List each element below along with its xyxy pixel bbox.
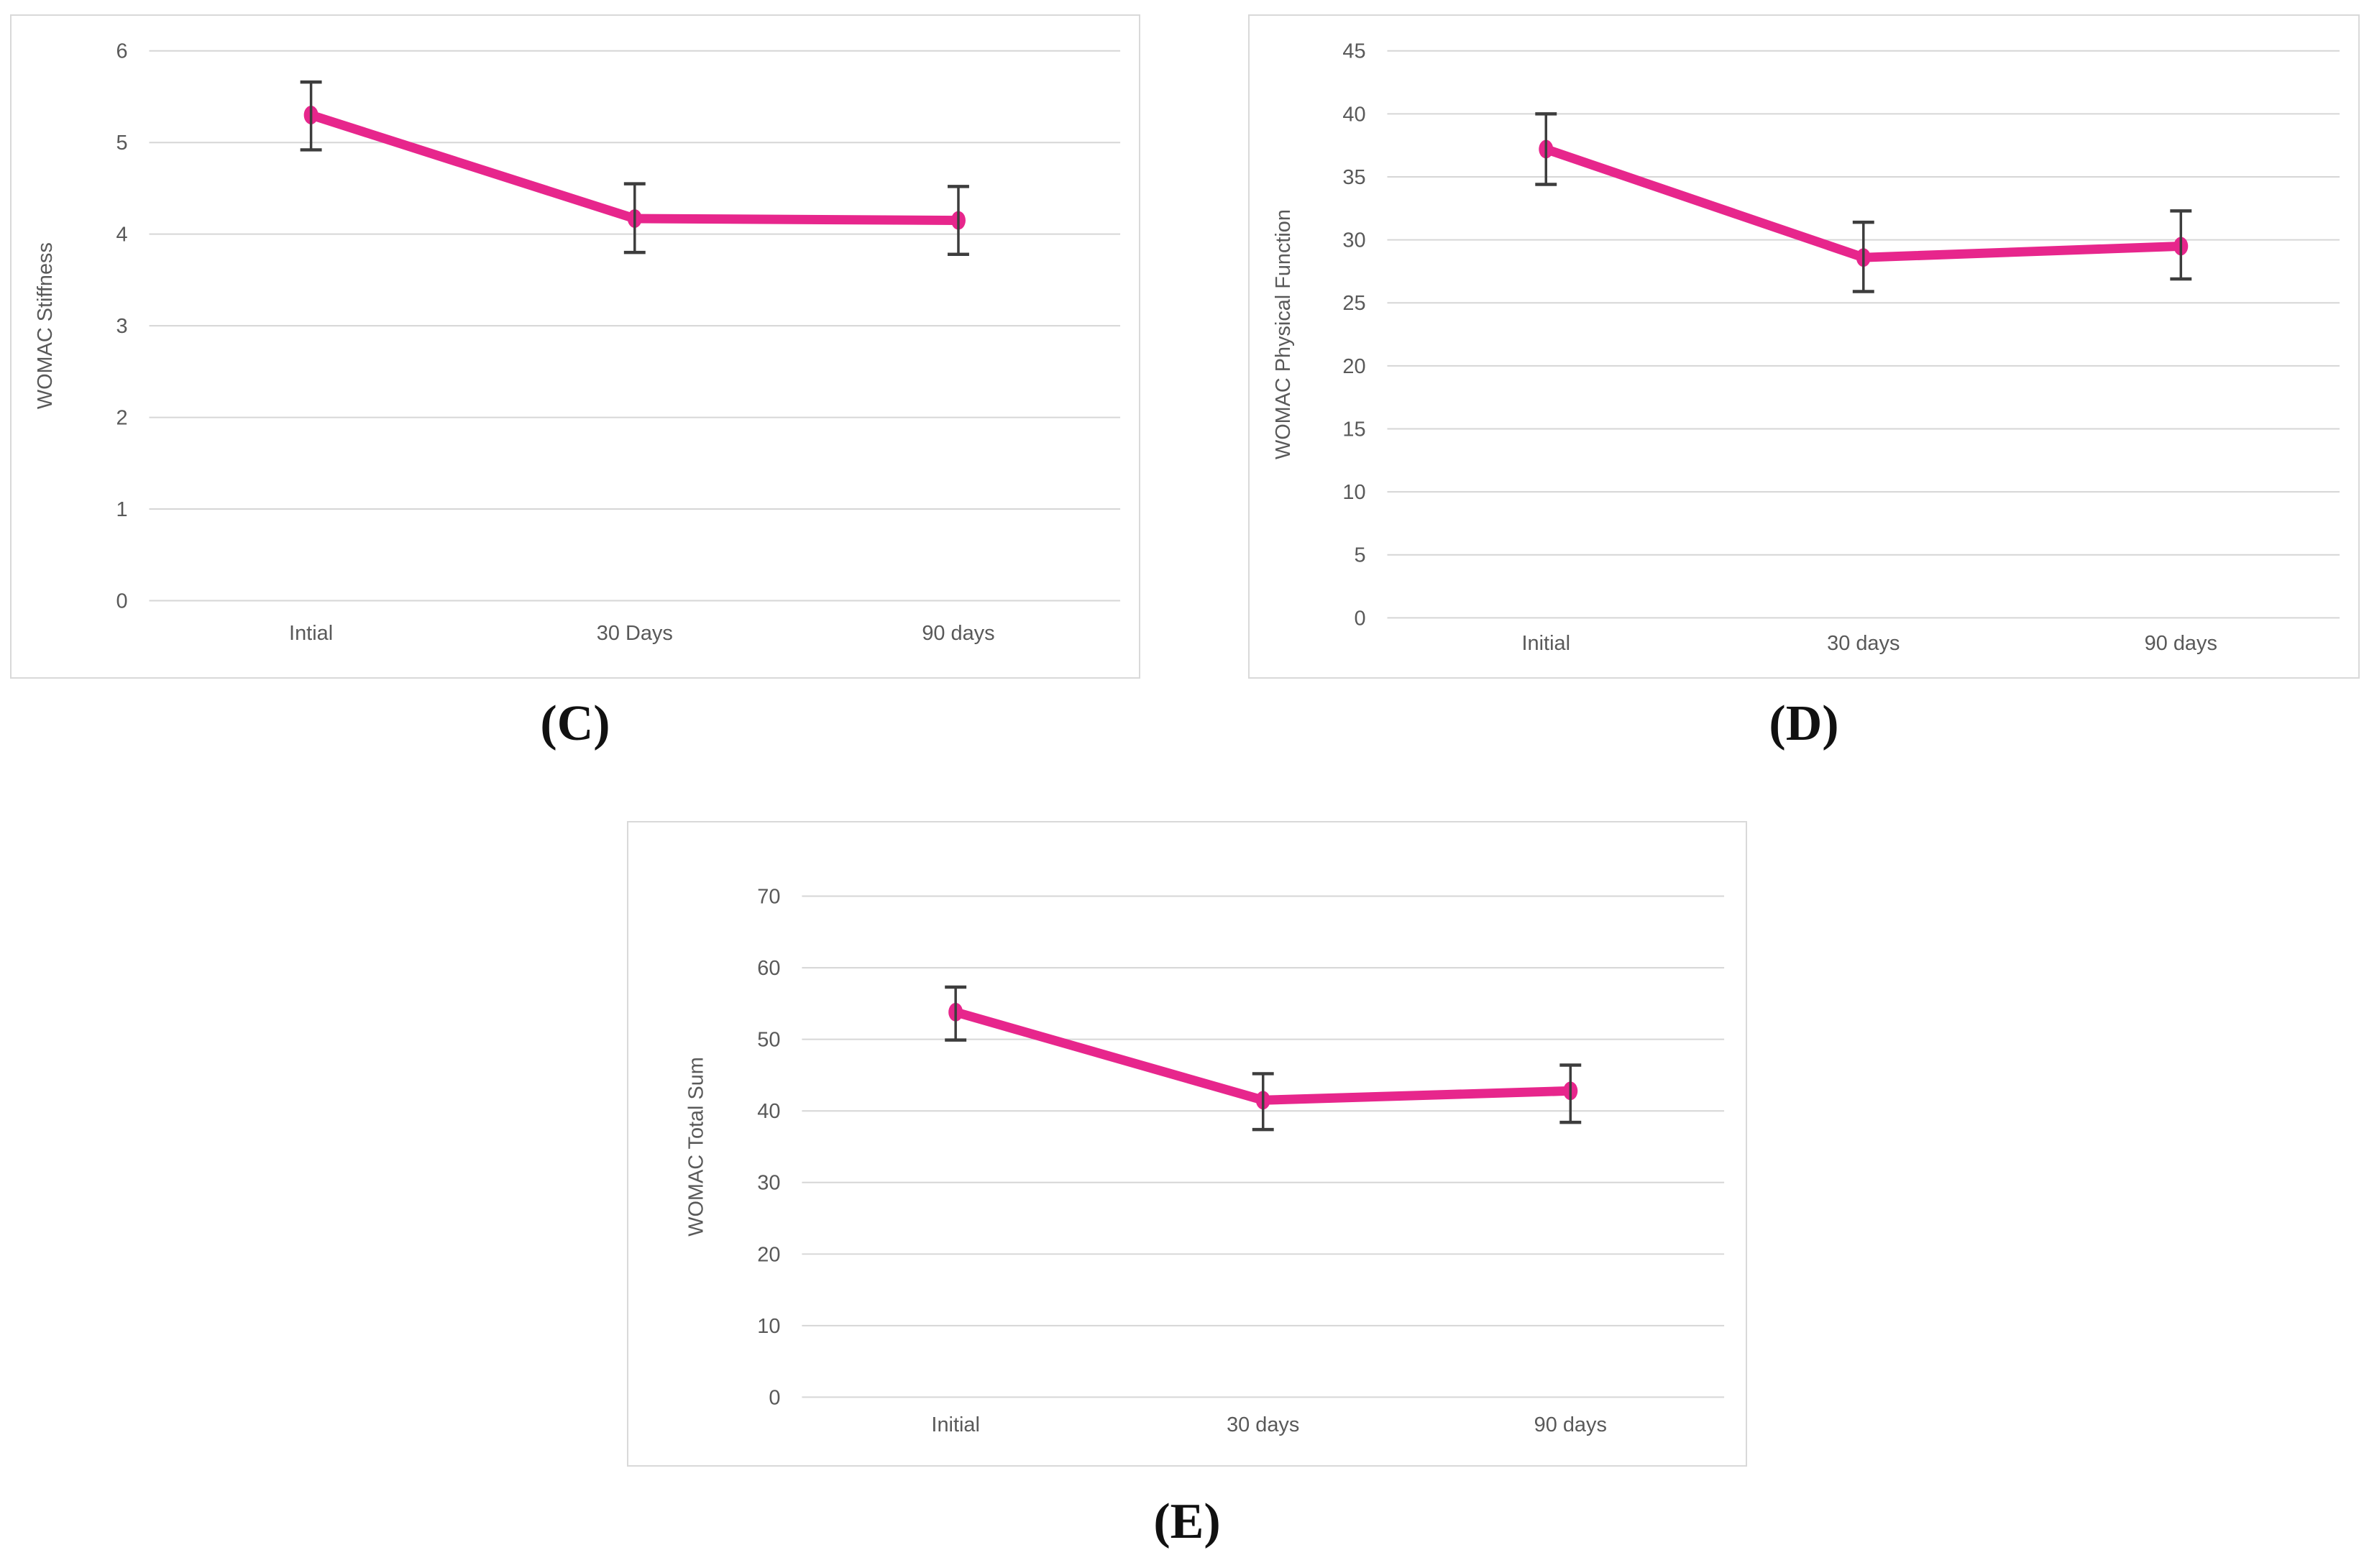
y-axis-title: WOMAC Stiffness bbox=[34, 242, 57, 409]
y-tick-label: 5 bbox=[1355, 544, 1366, 567]
x-tick-label: 90 days bbox=[1534, 1413, 1607, 1436]
y-tick-label: 0 bbox=[769, 1386, 780, 1409]
x-tick-label: 90 days bbox=[2145, 632, 2217, 655]
chart-panel-womac-total-sum: 0 10 20 30 40 50 60 70 Initial 30 days 90 days WOMA… bbox=[627, 821, 1747, 1467]
y-tick-label: 70 bbox=[757, 886, 780, 909]
x-tick-label: Intial bbox=[289, 622, 333, 645]
y-tick-label: 15 bbox=[1342, 418, 1365, 441]
y-tick-label: 10 bbox=[757, 1315, 780, 1338]
y-tick-label: 60 bbox=[757, 957, 780, 980]
x-tick-label: 30 days bbox=[1827, 632, 1900, 655]
y-tick-label: 35 bbox=[1342, 166, 1365, 189]
x-tick-label: 30 days bbox=[1227, 1413, 1299, 1436]
womac-physical-function-chart: 0 5 10 15 20 25 30 35 40 45 Initial 30 days 90 days W… bbox=[1272, 40, 2340, 655]
y-tick-label: 1 bbox=[116, 498, 127, 521]
chart-panel-womac-physical-function: 0 5 10 15 20 25 30 35 40 45 Initial 30 days 90 days W… bbox=[1248, 14, 2360, 679]
y-tick-label: 30 bbox=[1342, 229, 1365, 252]
y-tick-label: 10 bbox=[1342, 481, 1365, 504]
y-tick-label: 6 bbox=[116, 40, 127, 63]
y-tick-label: 25 bbox=[1342, 292, 1365, 315]
caption-panel-e: (E) bbox=[1153, 1494, 1221, 1549]
y-tick-label: 3 bbox=[116, 315, 127, 338]
y-tick-label: 50 bbox=[757, 1029, 780, 1052]
x-tick-label: 30 Days bbox=[597, 622, 673, 645]
y-tick-label: 0 bbox=[116, 590, 127, 613]
caption-panel-d: (D) bbox=[1769, 696, 1839, 751]
y-tick-label: 40 bbox=[757, 1100, 780, 1123]
womac-total-sum-chart: 0 10 20 30 40 50 60 70 Initial 30 days 90 days WOMA… bbox=[685, 886, 1725, 1436]
y-tick-label: 4 bbox=[116, 224, 127, 247]
y-tick-label: 20 bbox=[1342, 355, 1365, 378]
x-tick-label: Initial bbox=[931, 1413, 979, 1436]
chart-panel-womac-stiffness: 0 1 2 3 4 5 6 Intial 30 Days 90 days WOMAC Stiffne… bbox=[10, 14, 1140, 679]
y-tick-label: 30 bbox=[757, 1172, 780, 1195]
y-tick-label: 20 bbox=[757, 1243, 780, 1266]
caption-panel-c: (C) bbox=[540, 696, 610, 751]
womac-stiffness-chart: 0 1 2 3 4 5 6 Intial 30 Days 90 days WOMAC Stiffne… bbox=[34, 40, 1121, 645]
y-tick-label: 45 bbox=[1342, 40, 1365, 63]
y-axis-title: WOMAC Total Sum bbox=[685, 1057, 708, 1237]
y-tick-label: 2 bbox=[116, 407, 127, 430]
y-tick-label: 5 bbox=[116, 132, 127, 155]
y-axis-title: WOMAC Physical Function bbox=[1272, 209, 1295, 459]
x-tick-label: 90 days bbox=[922, 622, 994, 645]
y-tick-label: 40 bbox=[1342, 103, 1365, 126]
y-tick-label: 0 bbox=[1355, 607, 1366, 630]
x-tick-label: Initial bbox=[1522, 632, 1570, 655]
